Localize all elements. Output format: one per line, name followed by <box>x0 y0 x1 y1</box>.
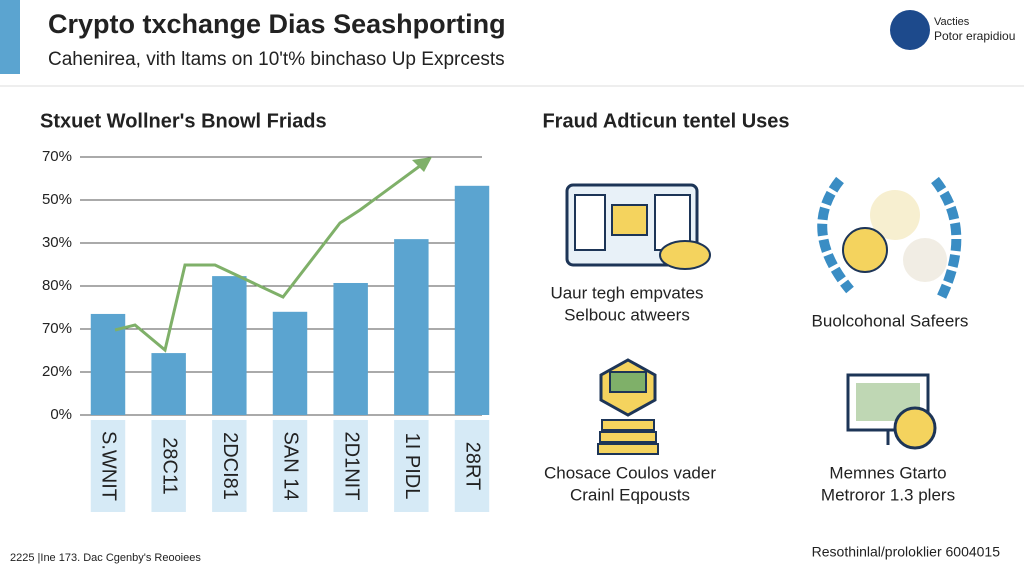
category-box <box>394 420 429 512</box>
icon-chain <box>817 176 962 303</box>
item-text: Uaur tegh empvates <box>550 283 703 302</box>
bar <box>394 239 429 415</box>
x-tick-label: 2DCI81 <box>219 432 241 500</box>
subtitle: Cahenirea, vith ltams on 10't% binchaso … <box>48 49 505 70</box>
bar <box>90 313 126 415</box>
y-tick-label: 30% <box>42 234 72 251</box>
category-box <box>151 420 186 512</box>
x-tick-label: 28C11 <box>158 437 180 494</box>
x-tick-label: S.WNIT <box>98 431 120 501</box>
category-box <box>272 420 308 512</box>
item-text: Memnes Gtarto <box>829 463 946 482</box>
x-tick-label: 28RT <box>462 442 484 491</box>
item-text: Metroror 1.3 plers <box>821 485 955 504</box>
footer-right: Resothinlal/proloklier 6004015 <box>812 544 1001 560</box>
item-text: Selbouc atweers <box>564 305 690 324</box>
category-box <box>212 420 247 512</box>
category-box <box>333 420 368 512</box>
category-box <box>90 420 126 512</box>
y-tick-label: 70% <box>42 148 72 165</box>
bar <box>333 282 368 415</box>
bar <box>151 353 186 415</box>
item-text: Buolcohonal Safeers <box>812 311 969 330</box>
panel-title: Fraud Adticun tentel Uses <box>542 110 789 132</box>
footer-left: 2225 |Ine 173. Dac Cgenby's Reooiees <box>10 552 201 564</box>
chart-title: Stxuet Wollner's Bnowl Friads <box>40 110 327 132</box>
title: Crypto txchange Dias Seashporting <box>48 9 506 39</box>
y-tick-label: 50% <box>42 191 72 208</box>
logo-text: Potor erapidiou <box>934 29 1015 43</box>
y-tick-label: 80% <box>42 277 72 294</box>
x-tick-label: 2D1NIT <box>340 432 362 501</box>
y-tick-label: 20% <box>42 363 72 380</box>
x-tick-label: SAN 14 <box>280 432 302 501</box>
icon-monitor <box>846 373 937 450</box>
logo <box>890 10 930 50</box>
y-tick-label: 70% <box>42 320 72 337</box>
plot: 0% 20% 70% 80% 30% 50% 70% S.WNIT 28C11 2DCI81 SAN… <box>42 148 490 512</box>
item-text: Crainl Eqpousts <box>570 485 690 504</box>
logo-text: Vacties <box>934 16 970 28</box>
accent-bar <box>0 0 20 74</box>
trend-arrow <box>114 158 429 353</box>
bar <box>272 311 308 415</box>
arrow-head <box>412 157 432 172</box>
bar <box>212 276 247 415</box>
bar <box>454 185 490 415</box>
category-box <box>454 420 490 512</box>
item-text: Chosace Coulos vader <box>544 463 716 482</box>
icon-stack <box>597 358 659 455</box>
y-tick-label: 0% <box>50 406 72 423</box>
icon-laptop <box>565 183 711 270</box>
x-tick-label: 1I PIDL <box>401 433 423 500</box>
